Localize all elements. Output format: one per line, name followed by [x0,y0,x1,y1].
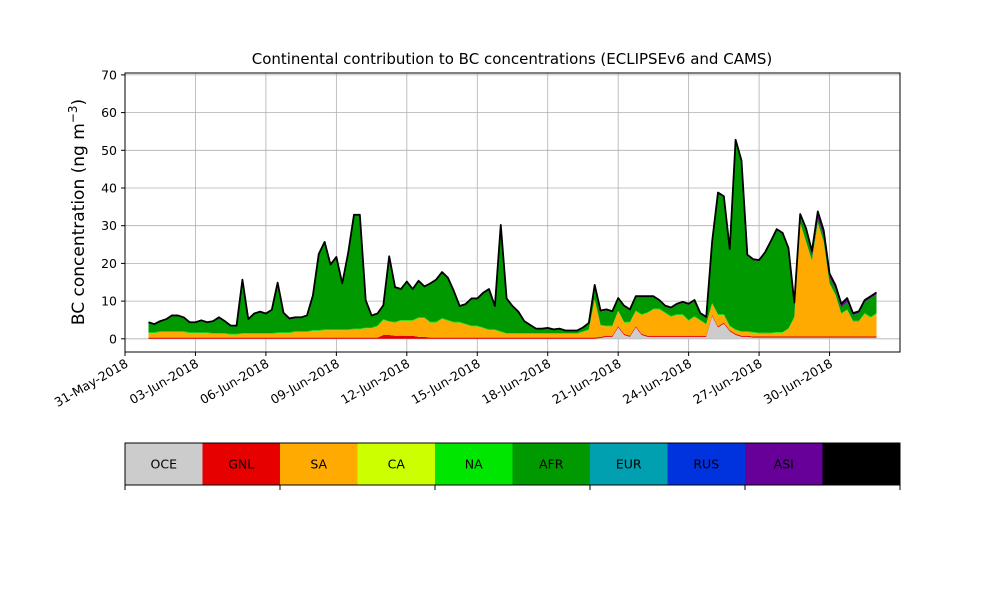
colorbar-swatch [280,443,358,485]
y-tick-label: 10 [101,294,117,309]
colorbar-swatch [822,443,900,485]
colorbar-swatch [125,443,203,485]
colorbar-swatch [202,443,280,485]
plot-area [124,72,901,353]
total-line [148,138,878,332]
colorbar-label: CA [388,457,406,472]
y-tick-label: 40 [101,180,117,195]
y-tick-label: 20 [101,256,117,271]
y-tick-label: 70 [101,67,117,82]
colorbar-frame [124,442,901,486]
colorbar-label: ASI [774,457,794,472]
total-concentration-line [148,138,878,332]
y-tick-label: 30 [101,218,117,233]
y-tick-label: 50 [101,143,117,158]
colorbar-label: OCE [151,457,178,472]
colorbar-label: RUS [693,457,719,472]
y-axis-label: BC concentration (ng m−3) [66,99,89,325]
colorbar-swatch [590,443,668,485]
colorbar-swatch [357,443,435,485]
colorbar-label: GNL [228,457,254,472]
colorbar-label: EUR [616,457,642,472]
stacked-areas [148,139,877,339]
y-tick-label: 0 [109,331,117,346]
colorbar-swatch [745,443,823,485]
colorbar-label: AUS [848,457,874,472]
plot-frame [124,72,901,353]
colorbar-swatch [435,443,513,485]
colorbar-label: SA [310,457,327,472]
chart-title: Continental contribution to BC concentra… [252,50,773,68]
colorbar-swatch [667,443,745,485]
colorbar-swatch [512,443,590,485]
y-axis: 0 10 20 30 40 50 60 70 [101,67,125,346]
y-tick-label: 60 [101,105,117,120]
colorbar-label: NA [465,457,483,472]
colorbar: OCE GNL SA CA NA AFR EUR RUS ASI AUS [124,442,901,490]
area-sa [148,223,877,338]
area-afr [148,140,877,334]
colorbar-label: AFR [539,457,564,472]
